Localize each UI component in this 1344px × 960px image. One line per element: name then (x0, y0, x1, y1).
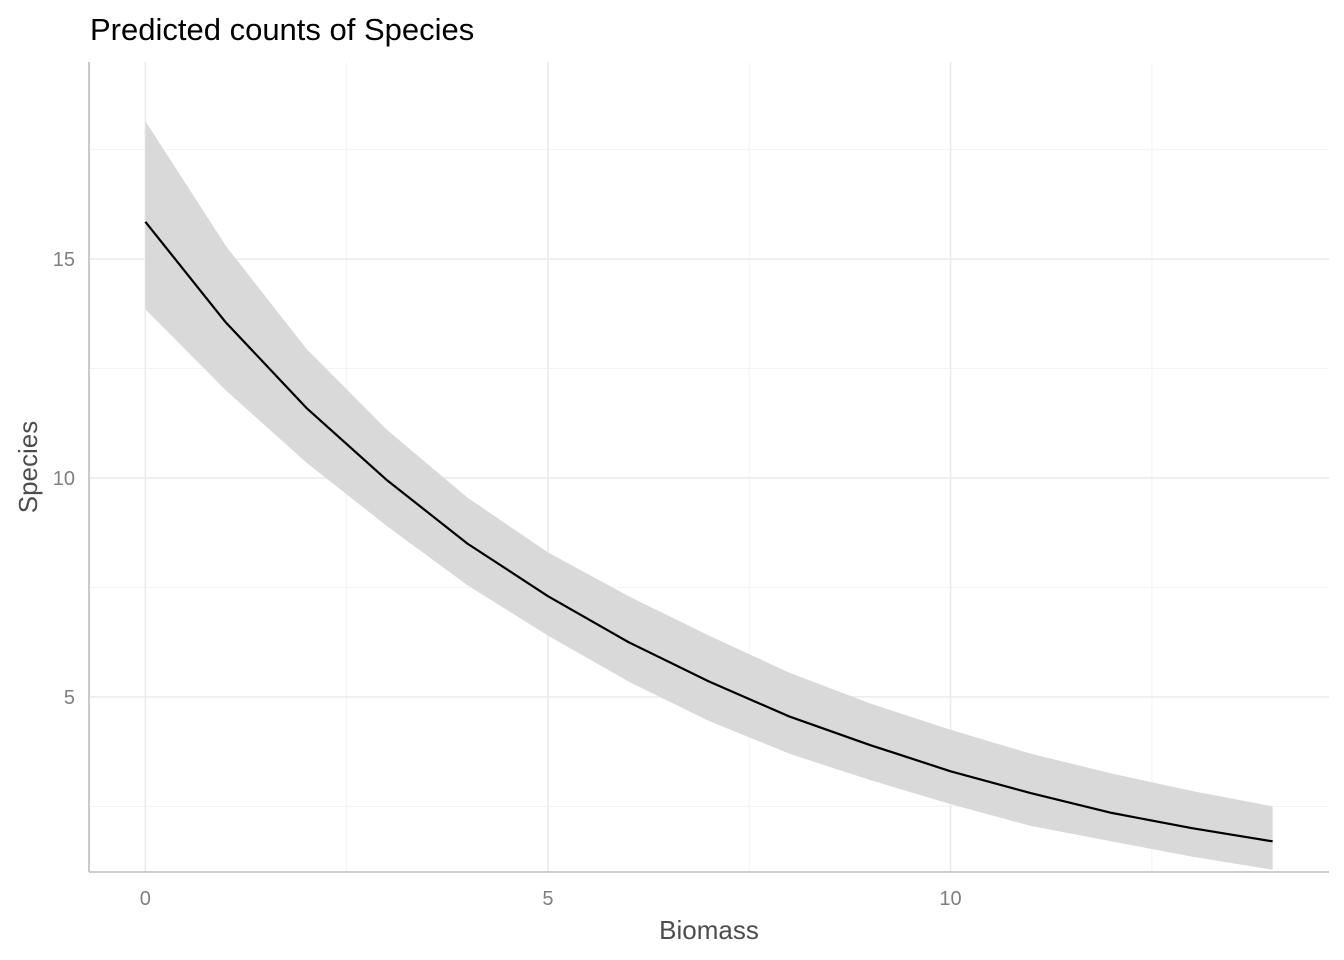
prediction-line (144, 221, 1273, 843)
x-tick-label: 0 (140, 888, 151, 910)
y-tick-label: 5 (64, 687, 75, 709)
y-tick-label: 10 (53, 468, 75, 490)
x-tick-label: 10 (939, 888, 961, 910)
x-axis-title: Biomass (659, 915, 759, 945)
y-axis-title: Species (13, 421, 43, 514)
y-tick-label: 15 (53, 249, 75, 271)
chart-title: Predicted counts of Species (90, 12, 474, 47)
x-tick-label: 5 (542, 888, 553, 910)
x-tick-labels: 0 5 10 (140, 888, 962, 910)
confidence-ribbon (145, 121, 1273, 870)
grid (89, 62, 1329, 872)
y-tick-labels: 5 10 15 (53, 249, 75, 709)
